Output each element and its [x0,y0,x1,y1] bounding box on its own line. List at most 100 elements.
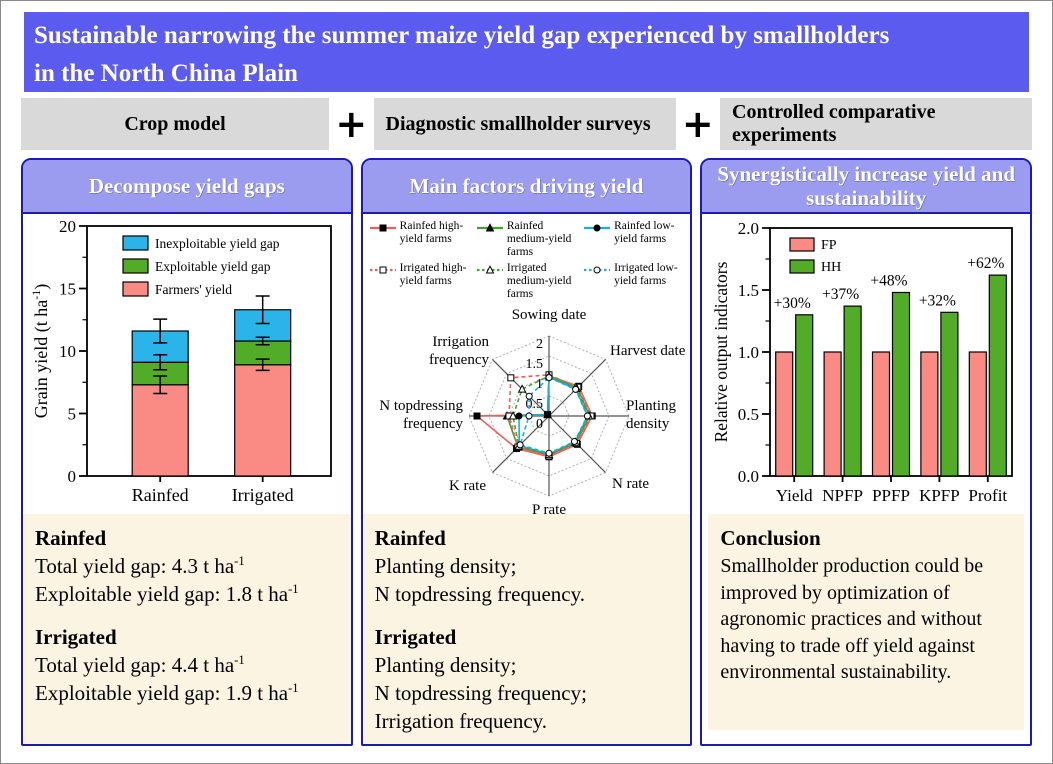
legend-swatch [122,258,149,274]
triangle-marker-icon [485,264,495,274]
circle-marker-icon [525,412,532,420]
hh-bar [988,274,1008,477]
percent-gain-label: +48% [871,272,908,289]
grain-yield-stacked-bar-chart: 0 5 10 15 20 Grain yield (t ha-1) Rainfed Irrig… [31,217,332,505]
plus-icon: + [681,102,714,146]
legend-label: Exploitable yield gap [155,259,271,274]
fp-bar [872,351,891,477]
plus-icon: + [335,102,368,146]
radar-axis-label: density [626,416,670,432]
circle-marker-icon [545,374,552,382]
fp-bar [823,351,842,477]
radar-legend-item: Irrigated low-yield farms [583,262,688,302]
method-label-experiments: Controlled comparative experiments [732,101,936,146]
y-tick-label: 0.5 [738,405,759,424]
square-marker-icon [506,374,514,382]
panel-header-synergistic: Synergistically increase yield and susta… [702,160,1031,214]
summary-heading-irrigated: Irrigated [35,624,117,649]
y-tick-label: 15 [59,280,76,299]
circle-marker-icon [545,450,552,458]
y-tick-label: 1.5 [738,281,759,300]
fp-bar [968,351,988,477]
legend-swatch [789,237,815,252]
panel-decompose-yield-gaps: Decompose yield gaps 0 5 10 15 20 Grain yield… [21,158,353,746]
y-tick-label: 2.0 [738,219,759,238]
legend-label: Farmers' yield [155,282,232,297]
circle-marker-icon [593,224,601,232]
hh-bar [940,311,959,477]
methods-row: Crop model + Diagnostic smallholder surv… [21,98,1032,150]
title-line-1: Sustainable narrowing the summer maize y… [34,22,890,49]
square-marker-icon [473,412,480,420]
circle-marker-icon [525,393,533,401]
conclusion-text: Smallholder production could be improved… [720,555,984,684]
bar-segment [233,364,292,477]
radar-legend-label: Irrigated low-yield farms [614,261,678,287]
hh-bar [892,291,911,477]
method-label-surveys: Diagnostic smallholder surveys [385,112,651,135]
summary-line: Exploitable yield gap: 1.8 t ha-1 [35,582,299,607]
yield-gap-summary-box: Rainfed Total yield gap: 4.3 t ha-1 Expl… [23,514,351,744]
radar-legend-label: Rainfed low-yield farms [614,220,675,246]
radar-tick-label: 1 [536,377,543,392]
x-category-label: Irrigated [232,485,294,505]
bar-segment [131,384,189,477]
conclusion-heading: Conclusion [720,526,821,550]
grouped-bar-chart-area: 0.0 0.5 1.0 1.5 2.0 Relative output indicator… [702,214,1031,514]
unit-superscript: -1 [288,680,299,695]
radar-legend-label: Irrigated high-yield farms [399,261,467,287]
radar-legend-swatch [584,224,611,232]
circle-marker-icon [593,266,601,274]
y-tick-label: 1.0 [738,343,759,362]
circle-marker-icon [571,386,579,394]
conclusion-box: Conclusion Smallholder production could … [708,514,1025,730]
radar-legend-item: Irrigated medium-yield farms [476,262,581,302]
summary-line: Exploitable yield gap: 1.9 t ha-1 [35,680,299,705]
triangle-marker-icon [517,384,526,393]
radar-tick-label: 1.5 [525,357,543,372]
fp-bar [775,351,794,477]
radar-legend: Rainfed high-yield farms Rainfed medium-y… [363,214,691,303]
legend-label: HH [821,260,841,275]
unit-superscript: -1 [288,582,299,597]
fp-bar [920,351,939,477]
legend-label: Inexploitable yield gap [155,236,280,251]
legend-swatch [789,259,815,274]
legend-swatch [122,281,149,297]
driving-factors-summary-box: Rainfed Planting density; N topdressing … [362,514,691,744]
y-tick-label: 20 [59,217,76,236]
percent-gain-label: +32% [919,292,956,309]
triangle-marker-icon [485,223,495,232]
radar-legend-item: Rainfed low-yield farms [583,220,688,260]
factor-line: N topdressing frequency; [374,680,587,705]
method-box-experiments: Controlled comparative experiments [720,98,1032,150]
radar-axis-label: Irrigation [432,334,489,350]
x-category-label: Profit [969,486,1008,505]
relative-output-bar-chart: 0.0 0.5 1.0 1.5 2.0 Relative output indicator… [711,219,1014,505]
radar-legend-label: Rainfed medium-yield farms [506,220,572,259]
method-box-crop-model: Crop model [21,98,329,150]
radar-axis-label: Sowing date [511,307,586,323]
y-tick-label: 0 [67,467,76,486]
title-banner: Sustainable narrowing the summer maize y… [24,12,1029,92]
x-category-label: NPFP [822,486,863,505]
radar-legend-swatch [584,266,611,274]
radar-legend-item: Rainfed medium-yield farms [476,220,581,260]
factor-line: Planting density; [374,554,517,578]
radar-axis-label: N rate [612,476,649,492]
unit-superscript: -1 [234,554,245,568]
radar-axis-label: frequency [429,352,489,368]
summary-heading-rainfed: Rainfed [35,526,107,550]
circle-marker-icon [516,441,524,449]
panel-header-decompose: Decompose yield gaps [23,160,351,214]
title-line-2: in the North China Plain [34,59,298,87]
panels-row: Decompose yield gaps 0 5 10 15 20 Grain yield… [21,158,1033,746]
percent-gain-label: +62% [967,255,1004,272]
radar-legend-label: Irrigated medium-yield farms [506,261,572,301]
circle-marker-icon [583,412,591,420]
summary-line: Total yield gap: 4.4 t ha-1 [35,652,245,677]
x-category-label: Rainfed [132,485,189,505]
radar-axis-label: N topdressing [379,398,463,414]
stacked-bar-chart-area: 0 5 10 15 20 Grain yield (t ha-1) Rainfed Irrig… [23,214,351,514]
